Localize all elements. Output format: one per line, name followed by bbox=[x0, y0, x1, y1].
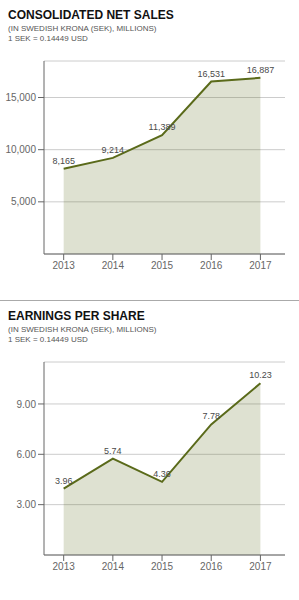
svg-text:16,887: 16,887 bbox=[247, 65, 275, 75]
svg-text:4.36: 4.36 bbox=[153, 469, 171, 479]
svg-text:5.74: 5.74 bbox=[104, 446, 122, 456]
svg-text:2014: 2014 bbox=[102, 561, 125, 572]
svg-text:2014: 2014 bbox=[102, 260, 125, 271]
html-text:(IN SWEDISH KRONA (SEK), MILLI: (IN SWEDISH KRONA (SEK), MILLIONS) bbox=[8, 325, 157, 334]
html-text:(IN SWEDISH KRONA (SEK), MILLI: (IN SWEDISH KRONA (SEK), MILLIONS) bbox=[8, 24, 157, 33]
html-text:1 SEK = 0.14449 USD: 1 SEK = 0.14449 USD bbox=[8, 335, 88, 344]
svg-text:5,000: 5,000 bbox=[11, 196, 36, 207]
svg-text:2016: 2016 bbox=[200, 561, 223, 572]
svg-text:2015: 2015 bbox=[151, 260, 174, 271]
svg-text:2016: 2016 bbox=[200, 260, 223, 271]
svg-text:2017: 2017 bbox=[249, 561, 272, 572]
svg-text:9,214: 9,214 bbox=[102, 145, 125, 155]
svg-text:2013: 2013 bbox=[53, 561, 76, 572]
svg-text:2015: 2015 bbox=[151, 561, 174, 572]
svg-text:3.96: 3.96 bbox=[55, 476, 73, 486]
svg-text:10,000: 10,000 bbox=[8, 144, 36, 155]
svg-text:2017: 2017 bbox=[249, 260, 272, 271]
svg-text:9.00: 9.00 bbox=[17, 399, 37, 410]
svg-text:3.00: 3.00 bbox=[17, 499, 37, 510]
svg-text:7.78: 7.78 bbox=[202, 411, 220, 421]
svg-text:11,389: 11,389 bbox=[149, 122, 176, 132]
svg-text:15,000: 15,000 bbox=[8, 92, 36, 103]
svg-text:8,165: 8,165 bbox=[52, 156, 75, 166]
svg-text:2013: 2013 bbox=[53, 260, 76, 271]
html-text:CONSOLIDATED NET SALES: CONSOLIDATED NET SALES bbox=[8, 8, 174, 22]
html-text:EARNINGS PER SHARE: EARNINGS PER SHARE bbox=[8, 309, 145, 323]
svg-text:16,531: 16,531 bbox=[197, 69, 225, 79]
svg-text:6.00: 6.00 bbox=[17, 449, 37, 460]
svg-text:10.23: 10.23 bbox=[249, 370, 272, 380]
html-text:1 SEK = 0.14449 USD: 1 SEK = 0.14449 USD bbox=[8, 34, 88, 43]
